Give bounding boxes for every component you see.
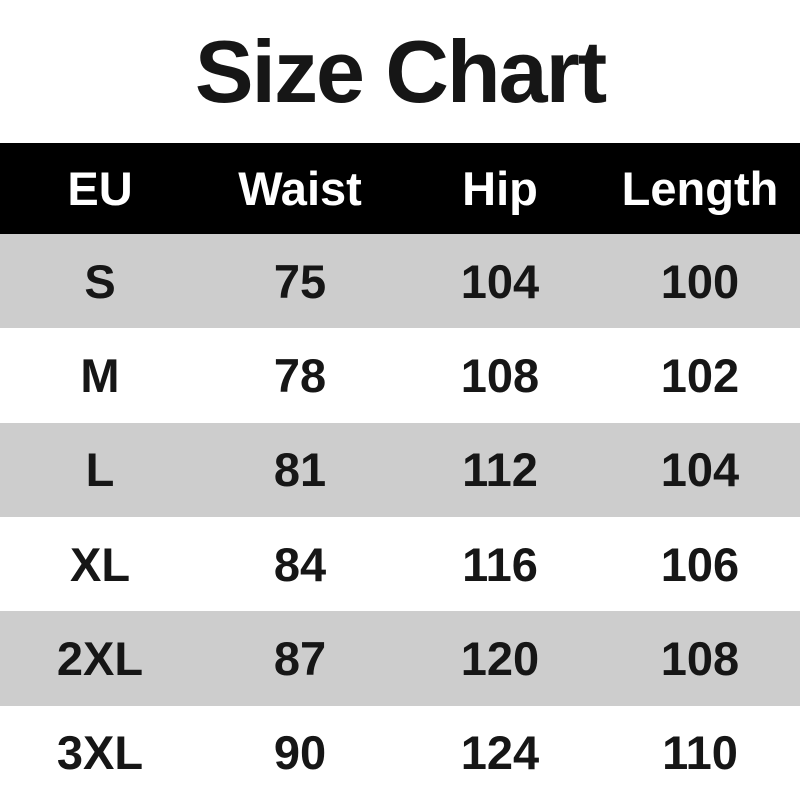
table-row: XL 84 116 106 <box>0 517 800 611</box>
cell-waist: 84 <box>273 537 327 591</box>
cell-length: 100 <box>660 254 740 308</box>
cell-hip: 116 <box>462 537 538 591</box>
cell-size: 2XL <box>56 631 144 685</box>
cell-waist: 81 <box>273 443 327 497</box>
column-header-length: Length <box>621 162 779 215</box>
table-row: M 78 108 102 <box>0 328 800 422</box>
column-header-waist: Waist <box>238 162 362 215</box>
cell-hip: 108 <box>460 348 540 402</box>
cell-hip: 120 <box>460 631 540 685</box>
cell-size: M <box>80 348 120 402</box>
column-header-eu: EU <box>67 162 133 215</box>
cell-size: 3XL <box>56 726 144 780</box>
table-row: 2XL 87 120 108 <box>0 611 800 706</box>
cell-size: S <box>84 254 116 308</box>
cell-length: 110 <box>662 726 738 780</box>
cell-length: 108 <box>660 631 740 685</box>
table-row: L 81 112 104 <box>0 422 800 517</box>
table-header-row: EU Waist Hip Length <box>0 143 800 234</box>
cell-hip: 104 <box>460 254 540 308</box>
cell-size: L <box>85 443 115 497</box>
cell-size: XL <box>69 537 131 591</box>
cell-length: 104 <box>660 443 740 497</box>
table-row: 3XL 90 124 110 <box>0 706 800 800</box>
column-header-hip: Hip <box>462 162 538 215</box>
cell-hip: 124 <box>460 726 540 780</box>
table-row: S 75 104 100 <box>0 234 800 329</box>
cell-length: 102 <box>660 348 740 402</box>
cell-waist: 78 <box>273 348 327 402</box>
cell-waist: 75 <box>273 254 327 308</box>
cell-hip: 112 <box>462 443 538 497</box>
cell-waist: 90 <box>273 726 327 780</box>
page-title: Size Chart <box>194 21 607 121</box>
cell-waist: 87 <box>273 631 327 685</box>
cell-length: 106 <box>660 537 740 591</box>
